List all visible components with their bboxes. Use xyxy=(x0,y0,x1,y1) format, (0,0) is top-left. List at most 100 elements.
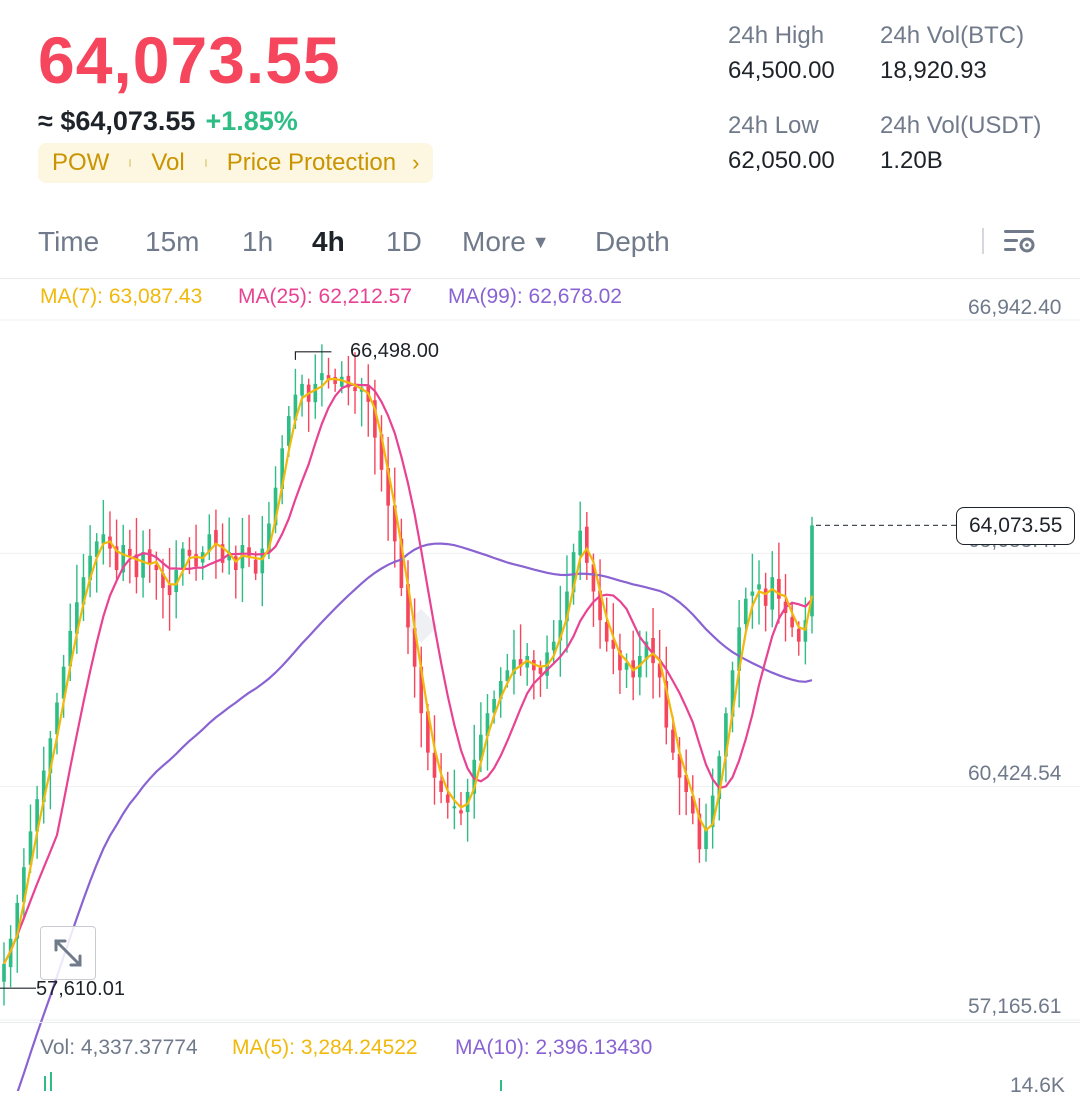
candle xyxy=(392,467,397,568)
interval-tabs: Time 15m 1h 4h 1D More ▼ Depth xyxy=(0,216,1080,272)
candle xyxy=(154,551,159,600)
candle xyxy=(743,587,748,630)
candle xyxy=(790,603,794,637)
tag-separator xyxy=(204,159,207,167)
candle xyxy=(147,528,152,583)
candle xyxy=(240,517,245,603)
tab-time[interactable]: Time xyxy=(38,226,100,257)
candle xyxy=(777,542,781,624)
volume-ma5-indicator: MA(5): 3,284.24522 xyxy=(232,1036,418,1059)
candle xyxy=(512,629,516,695)
stat-low-label: 24h Low xyxy=(728,112,819,139)
tag-price-protection[interactable]: Price Protection xyxy=(226,149,397,176)
expand-chart-button[interactable] xyxy=(40,926,96,980)
candle xyxy=(730,661,735,733)
tab-more[interactable]: More ▼ xyxy=(462,226,550,258)
candle xyxy=(412,598,417,698)
y-tick-label: 60,424.54 xyxy=(968,762,1062,785)
tab-4h[interactable]: 4h xyxy=(312,226,345,257)
candle xyxy=(167,547,172,631)
candle xyxy=(750,553,755,629)
candle xyxy=(306,378,311,432)
high-marker-line xyxy=(294,351,332,360)
candle xyxy=(578,501,583,580)
candle xyxy=(320,344,324,407)
candle xyxy=(618,633,622,694)
volume-divider xyxy=(0,1022,1080,1023)
candle xyxy=(604,597,609,652)
candle xyxy=(373,379,377,475)
candle xyxy=(88,525,92,598)
tag-vol[interactable]: Vol xyxy=(151,149,185,176)
tag-pow[interactable]: POW xyxy=(52,149,110,176)
candle xyxy=(94,533,99,593)
candle xyxy=(194,524,198,581)
tag-separator xyxy=(129,159,132,167)
candle xyxy=(644,631,649,678)
chart-settings-button[interactable] xyxy=(982,224,1038,265)
candle xyxy=(161,558,165,619)
high-marker-label: 66,498.00 xyxy=(350,340,439,362)
fiat-price-row: ≈ $64,073.55 +1.85% xyxy=(38,106,298,137)
candle xyxy=(724,707,728,783)
ma99-indicator: MA(99): 62,678.02 xyxy=(448,285,622,308)
tab-depth[interactable]: Depth xyxy=(595,226,670,257)
stat-vol-usdt-label: 24h Vol(USDT) xyxy=(880,112,1042,139)
fiat-price: ≈ $64,073.55 xyxy=(38,106,196,136)
tab-15m[interactable]: 15m xyxy=(145,226,200,257)
candle xyxy=(684,749,688,816)
volume-indicator: Vol: 4,337.37774 xyxy=(40,1036,198,1059)
volume-bar xyxy=(50,1072,52,1091)
candle xyxy=(472,724,477,819)
volume-ma10-indicator: MA(10): 2,396.13430 xyxy=(455,1036,653,1059)
candle xyxy=(737,599,741,708)
candle xyxy=(598,559,602,649)
ma7-line xyxy=(3,378,814,965)
volume-axis-label: 14.6K xyxy=(1010,1074,1065,1097)
y-tick-label: 66,942.40 xyxy=(968,296,1062,319)
candle xyxy=(763,572,768,632)
chevron-right-icon[interactable]: › xyxy=(412,150,420,175)
candle xyxy=(532,650,536,700)
candle xyxy=(386,436,390,541)
candle xyxy=(41,746,46,824)
tab-1d[interactable]: 1D xyxy=(386,226,422,257)
candle xyxy=(55,692,59,755)
volume-bar xyxy=(44,1076,46,1091)
candle xyxy=(697,797,702,863)
candle xyxy=(200,546,205,580)
stat-high-value: 64,500.00 xyxy=(728,57,835,84)
ma99-line xyxy=(16,542,813,1091)
candle xyxy=(174,540,179,619)
candle xyxy=(690,775,695,825)
candle xyxy=(366,364,371,437)
candle xyxy=(280,435,284,505)
tab-1h[interactable]: 1h xyxy=(242,226,274,257)
tab-more-label: More xyxy=(462,226,526,257)
candle xyxy=(565,555,569,653)
candle xyxy=(253,551,258,581)
candle xyxy=(180,542,185,586)
candle xyxy=(518,624,523,676)
candle xyxy=(465,778,470,842)
y-tick-label: 57,165.61 xyxy=(968,995,1062,1018)
candle xyxy=(631,630,636,701)
candle xyxy=(353,352,357,414)
candle xyxy=(313,354,318,419)
candle xyxy=(2,942,6,1006)
stat-high-label: 24h High xyxy=(728,22,825,49)
price-change-percent: +1.85% xyxy=(205,106,298,136)
candle xyxy=(399,518,404,597)
ma7-indicator: MA(7): 63,087.43 xyxy=(40,285,203,308)
candle xyxy=(247,514,251,567)
candle xyxy=(664,646,669,745)
tag-bar[interactable]: POW Vol Price Protection › xyxy=(38,143,434,183)
candle xyxy=(326,357,331,389)
candle xyxy=(445,771,450,819)
volume-bar xyxy=(500,1080,502,1091)
expand-icon xyxy=(54,939,82,967)
candle xyxy=(227,517,232,575)
candle xyxy=(260,516,265,607)
settings-sliders-icon xyxy=(982,228,1035,254)
